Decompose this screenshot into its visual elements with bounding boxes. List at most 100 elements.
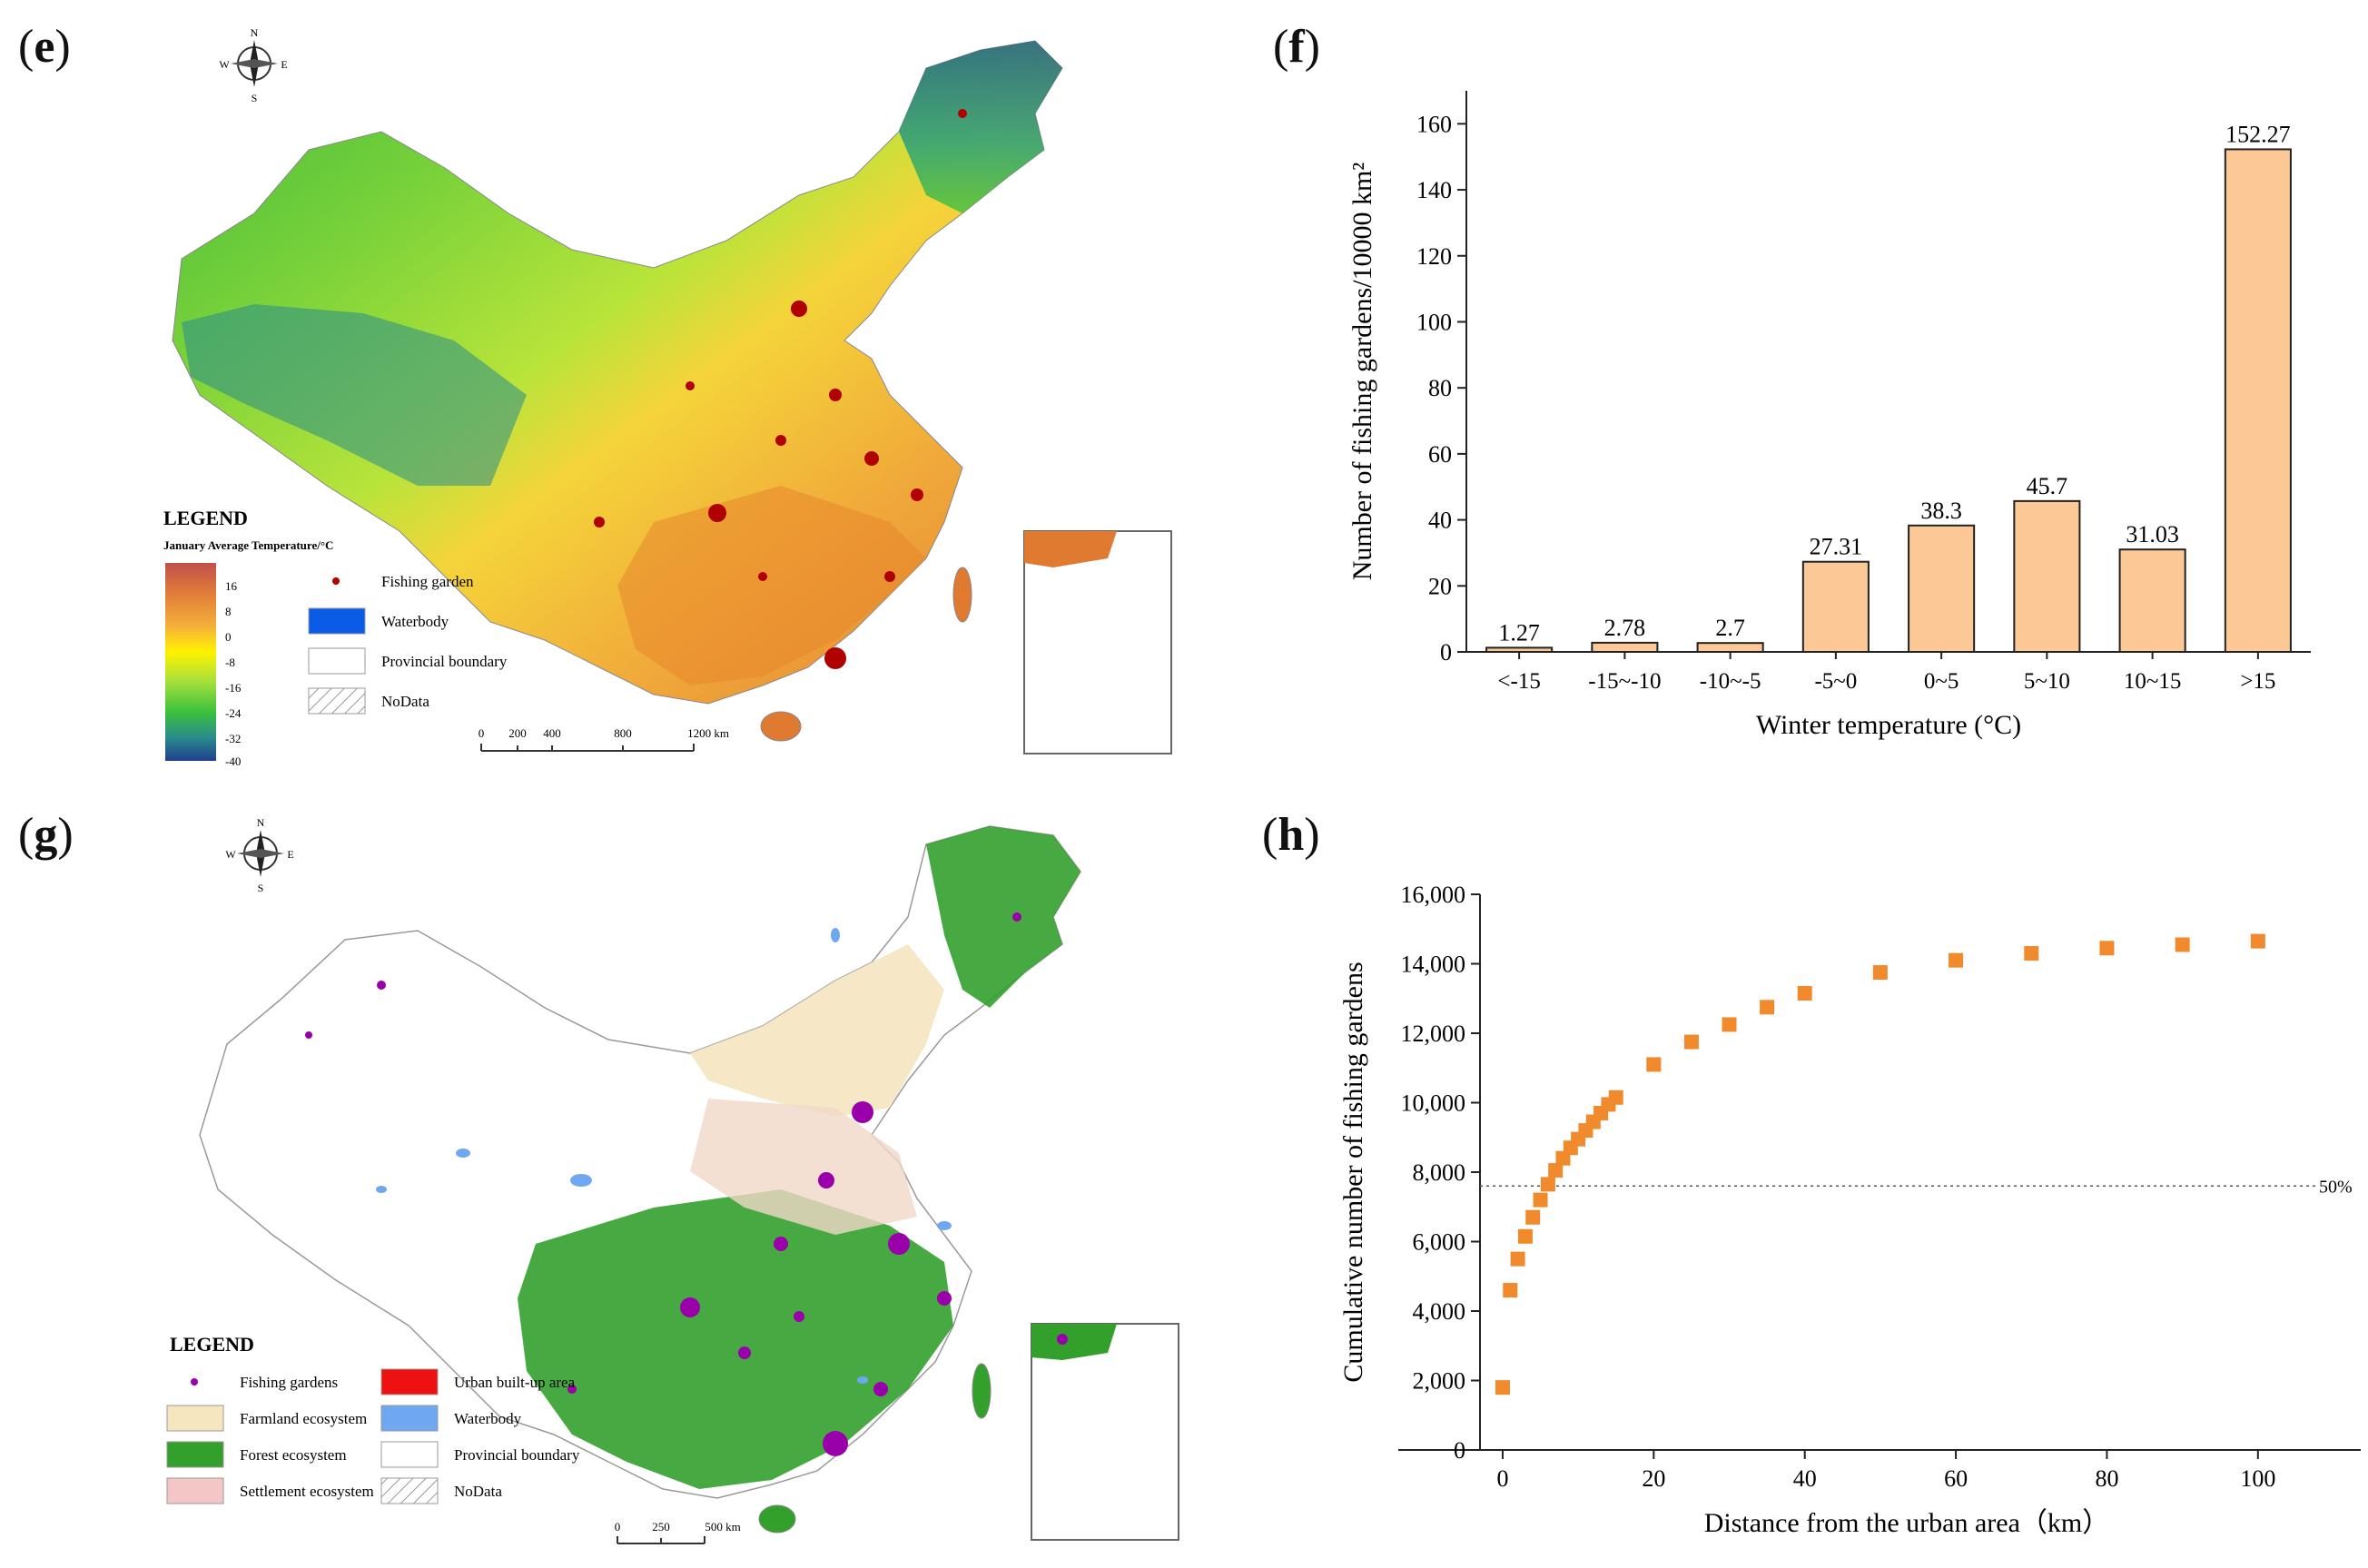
scatter-point (1510, 1251, 1525, 1267)
legend-items-e: Fishing garden Waterbody Provincial bounda… (308, 573, 508, 715)
inset-land (1031, 1324, 1117, 1360)
colorbar-tick: -8 (225, 656, 235, 669)
bar (1696, 642, 1764, 653)
legend-title-e: LEGEND (163, 507, 248, 529)
scale-label: 800 (614, 726, 632, 740)
scale-label: 250 (652, 1520, 670, 1533)
hainan-island (758, 1504, 796, 1533)
bar-value-label: 1.27 (1498, 619, 1540, 646)
y-tick-label: 2,000 (1413, 1368, 1466, 1395)
scatter-point (1872, 965, 1888, 981)
scatter-point (1540, 1177, 1555, 1192)
y-axis-label: Number of fishing gardens/10000 km² (1347, 163, 1377, 581)
hainan-island (760, 711, 802, 742)
scatter-point (1797, 986, 1812, 1001)
scatter-point (1683, 1034, 1699, 1050)
temperature-colorbar (165, 563, 216, 761)
legend-label: Fishing gardens (240, 1374, 338, 1391)
compass-rose-icon: N S E W (219, 26, 287, 104)
y-tick-label: 0 (1454, 1437, 1465, 1464)
scatter-point (1949, 952, 1964, 968)
legend-symbol-hatch (308, 687, 366, 715)
x-tick-label: 20 (1642, 1465, 1665, 1492)
tibet-cold-region (182, 304, 527, 486)
inset-frame (1031, 1323, 1179, 1541)
bar (1801, 560, 1870, 653)
y-tick-label: 20 (1428, 573, 1452, 599)
scale-bar-e: 0 200 400 800 1200 km (479, 726, 729, 752)
south-warm-region (617, 486, 926, 685)
compass-n: N (251, 26, 259, 39)
x-tick-label: 0 (1496, 1465, 1508, 1492)
compass-s: S (258, 882, 264, 894)
legend-label: NoData (454, 1483, 502, 1500)
y-tick-label: 14,000 (1401, 952, 1466, 978)
scatter-point (2099, 941, 2115, 956)
fishing-garden-dots (594, 109, 967, 669)
bar-value-label: 152.27 (2225, 121, 2291, 147)
farmland-central (690, 1099, 917, 1235)
legend-symbol-box (308, 607, 366, 635)
bar-chart-axes: 0 20 40 60 80 100 120 140 160 <-15 -15~-10 -10~-5 -5… (1416, 91, 2311, 694)
legend-label: Settlement ecosystem (240, 1483, 374, 1500)
waterbody-patches (376, 928, 952, 1384)
compass-n: N (257, 816, 265, 829)
legend-symbol-hatch (380, 1477, 439, 1504)
x-axis-label: Distance from the urban area（km） (1704, 1508, 2110, 1538)
map-e: N S E W LEGEND January Average Temperatu… (163, 26, 1172, 768)
y-tick-label: 60 (1428, 441, 1452, 468)
scale-bar-g: 0 250 500 km (615, 1520, 741, 1544)
compass-e: E (281, 58, 287, 71)
scatter-point (2024, 946, 2039, 962)
compass-w: W (219, 58, 230, 71)
y-tick-label: 140 (1416, 177, 1452, 203)
legend-label: NoData (381, 693, 429, 710)
bar (1485, 646, 1554, 654)
colorbar-tick: -32 (225, 732, 241, 745)
legend-label: Farmland ecosystem (240, 1410, 367, 1427)
x-tick-label: 10~15 (2124, 669, 2182, 694)
x-tick-label: 0~5 (1924, 669, 1959, 694)
legend-items-g: Fishing gardens Farmland ecosystem Forest … (166, 1368, 580, 1504)
panel-label-e: (e) (18, 21, 71, 73)
bar-value-label: 2.78 (1604, 615, 1646, 641)
y-tick-label: 0 (1440, 639, 1452, 666)
scatter-point (2250, 933, 2265, 949)
scatter-point (1722, 1017, 1737, 1032)
scatter-point (1760, 1000, 1775, 1015)
scatter-point (1548, 1163, 1564, 1178)
bar-value-label: 38.3 (1920, 498, 1962, 524)
panel-label-g: (g) (18, 809, 74, 861)
scatter-chart-axes: 0 2,000 4,000 6,000 8,000 10,000 12,000 14,000 1… (1398, 882, 2361, 1492)
fishing-garden-dots-g (305, 912, 1021, 1456)
legend-symbol-dot (332, 577, 340, 585)
legend-symbol-box (166, 1441, 224, 1468)
bar-value-label: 27.31 (1810, 534, 1863, 560)
forest-region-south (518, 1189, 953, 1489)
y-tick-label: 10,000 (1401, 1090, 1466, 1117)
x-tick-label: -10~-5 (1700, 669, 1761, 694)
bar-chart-winter-temperature: 0 20 40 60 80 100 120 140 160 <-15 -15~-10 -10~-5 -5… (1347, 91, 2311, 740)
x-tick-label: -5~0 (1814, 669, 1857, 694)
colorbar-ticks: 16 8 0 -8 -16 -24 -32 -40 (225, 579, 242, 768)
x-tick-label: <-15 (1497, 669, 1540, 694)
inset-fishing-dot (1057, 1334, 1068, 1345)
bar-value-label: 31.03 (2126, 521, 2179, 547)
x-tick-label: 40 (1793, 1465, 1817, 1492)
legend-title-g: LEGEND (170, 1333, 254, 1356)
taiwan-island (952, 567, 972, 623)
scatter-point (1525, 1209, 1541, 1225)
legend-symbol-box (380, 1368, 439, 1395)
legend-symbol-box (380, 1405, 439, 1432)
bar-chart-bars: 1.27 2.78 2.7 27.31 38.3 45.7 31.03 152.27 (1485, 121, 2292, 654)
scale-label: 1200 km (687, 726, 729, 740)
x-tick-label: -15~-10 (1588, 669, 1661, 694)
legend-symbol-box (166, 1477, 224, 1504)
colorbar-tick: 16 (225, 579, 238, 593)
scatter-chart-distance: 0 2,000 4,000 6,000 8,000 10,000 12,000 14,000 1… (1338, 882, 2361, 1538)
bar (2118, 548, 2186, 654)
taiwan-island (972, 1363, 992, 1419)
farmland-region (690, 944, 944, 1117)
y-tick-label: 4,000 (1413, 1298, 1466, 1325)
x-tick-label: 100 (2240, 1465, 2275, 1492)
